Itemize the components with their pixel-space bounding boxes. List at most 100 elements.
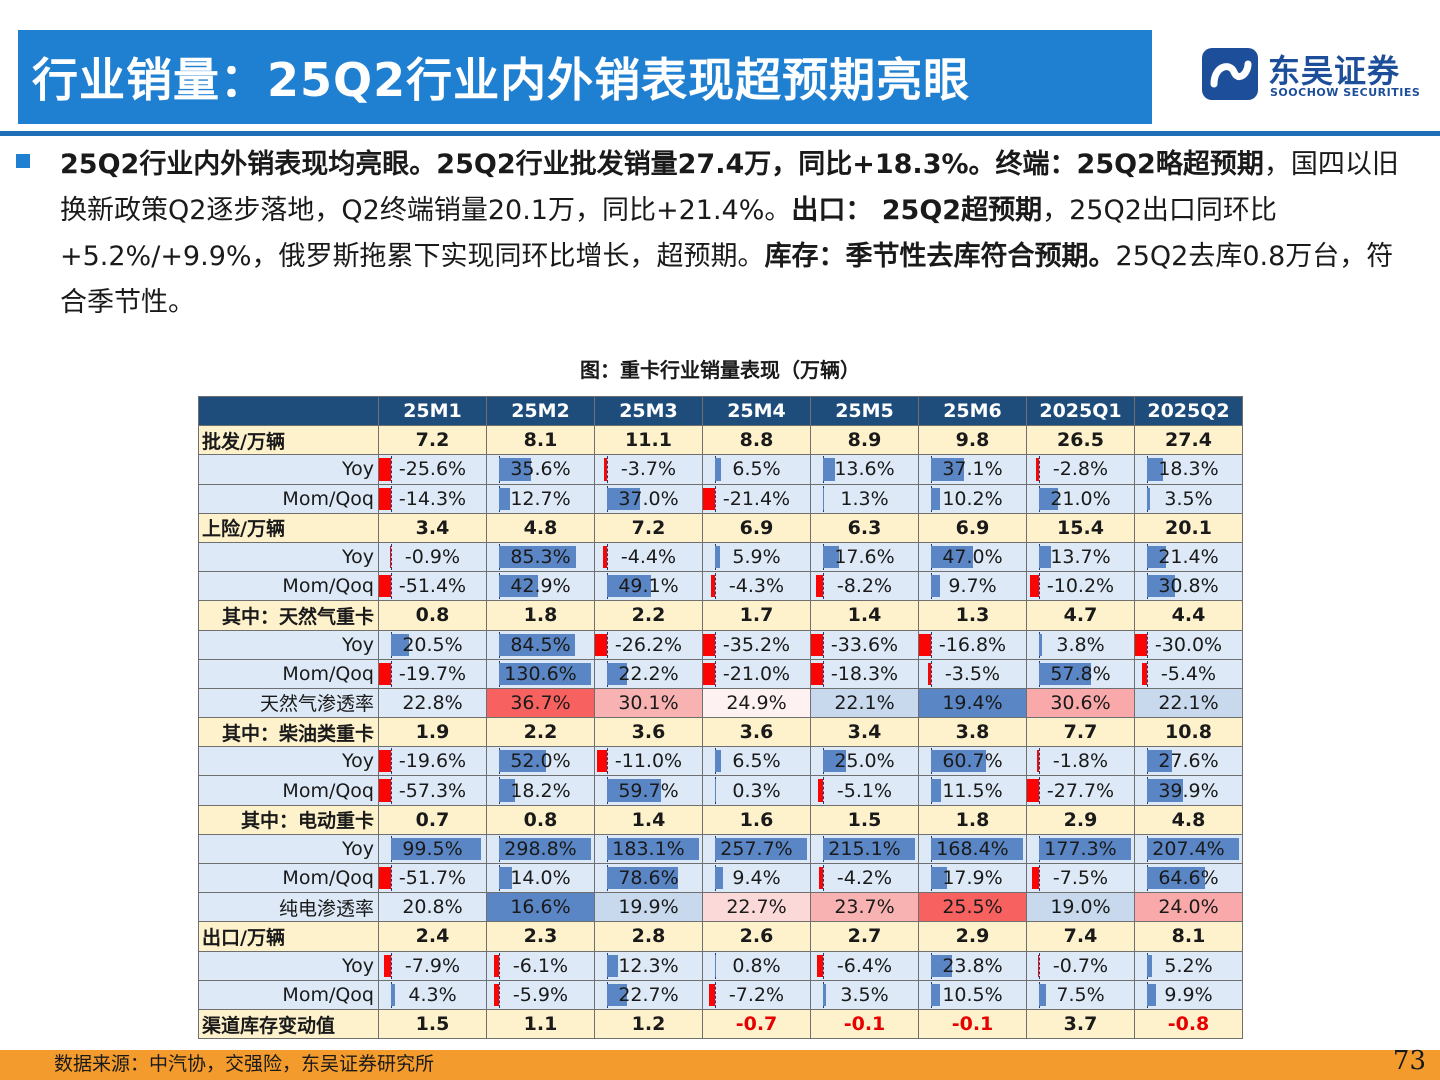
bar-value-cell: 9.9%: [1134, 979, 1243, 1010]
zero-axis-line: [1039, 573, 1040, 600]
negative-bar: [815, 575, 823, 598]
cell-value: 84.5%: [510, 633, 571, 656]
cell-value: 5.2%: [1164, 954, 1213, 977]
bar-value-cell: -16.8%: [918, 629, 1027, 660]
summary-text-4: ，25Q2出口同环比+5.2%/+9.9%，俄罗斯拖累下实现同环比增长，超预期。: [60, 195, 1277, 272]
category-value-cell: 3.7: [1026, 1008, 1135, 1040]
cell-value: -18.3%: [830, 662, 899, 685]
cell-value: 215.1%: [828, 837, 901, 860]
bar-value-cell: 52.0%: [486, 746, 595, 777]
cell-value: 7.5%: [1056, 983, 1105, 1006]
bar-value-cell: -5.1%: [810, 775, 919, 806]
positive-bar: [499, 867, 512, 890]
row-label: Mom/Qoq: [198, 658, 379, 689]
row-label: Yoy: [198, 833, 379, 865]
bar-value-cell: -7.2%: [702, 979, 811, 1010]
negative-bar: [1037, 750, 1039, 773]
table-title: 图：重卡行业销量表现（万辆）: [580, 358, 860, 382]
positive-bar: [1147, 458, 1164, 481]
row-label: Mom/Qoq: [198, 571, 379, 602]
cell-value: -7.2%: [728, 983, 785, 1006]
cell-value: 99.5%: [402, 837, 463, 860]
positive-bar: [1147, 750, 1172, 773]
positive-bar: [1147, 837, 1239, 860]
penetration-cell: 19.0%: [1026, 892, 1135, 923]
penetration-cell: 22.1%: [1134, 687, 1243, 719]
cell-value: -8.2%: [836, 575, 893, 598]
bar-value-cell: 20.5%: [378, 629, 487, 660]
bar-value-cell: -4.3%: [702, 571, 811, 602]
cell-value: 17.9%: [942, 867, 1003, 890]
cell-value: 30.8%: [1158, 575, 1219, 598]
category-value-cell: 1.6: [702, 804, 811, 835]
bar-value-cell: 23.8%: [918, 950, 1027, 981]
summary-bold-1: 25Q2行业内外销表现均亮眼。25Q2行业批发销量27.4万，同比+18.3%。…: [60, 149, 1264, 180]
cell-value: 37.0%: [618, 487, 679, 510]
cell-value: 17.6%: [834, 546, 895, 569]
row-label: 批发/万辆: [198, 425, 379, 456]
bar-value-cell: 17.9%: [918, 862, 1027, 894]
zero-axis-line: [823, 865, 824, 892]
summary-paragraph: 25Q2行业内外销表现均亮眼。25Q2行业批发销量27.4万，同比+18.3%。…: [60, 142, 1420, 326]
bar-value-cell: -6.4%: [810, 950, 919, 981]
zero-axis-line: [715, 631, 716, 658]
negative-bar: [818, 779, 823, 802]
category-value-cell: 15.4: [1026, 512, 1135, 543]
cell-value: 49.1%: [618, 575, 679, 598]
category-value-cell: 20.1: [1134, 512, 1243, 543]
table-row: Yoy -19.6% 52.0% -11.0% 6.5% 25.0% 60.7% -1.8% 2…: [198, 746, 1243, 777]
bar-value-cell: -5.9%: [486, 979, 595, 1010]
row-label: 其中：天然气重卡: [198, 600, 379, 631]
cell-value: -16.8%: [938, 633, 1007, 656]
zero-axis-line: [823, 660, 824, 687]
bar-value-cell: 27.6%: [1134, 746, 1243, 777]
category-value-cell: 2.8: [594, 921, 703, 952]
bar-value-cell: 57.8%: [1026, 658, 1135, 689]
cell-value: -21.4%: [722, 487, 791, 510]
category-value-cell: 8.1: [486, 425, 595, 456]
cell-value: 5.9%: [732, 546, 781, 569]
category-value-cell: 0.7: [378, 804, 487, 835]
bar-value-cell: 4.3%: [378, 979, 487, 1010]
bar-value-cell: 64.6%: [1134, 862, 1243, 894]
table-row: 其中：天然气重卡 0.8 1.8 2.2 1.7 1.4 1.3 4.7 4.4: [198, 600, 1243, 631]
penetration-cell: 22.1%: [810, 687, 919, 719]
bar-value-cell: -33.6%: [810, 629, 919, 660]
row-label: Mom/Qoq: [198, 483, 379, 514]
positive-bar: [931, 867, 948, 890]
cell-value: 20.5%: [402, 633, 463, 656]
zero-axis-line: [1147, 660, 1148, 687]
positive-bar: [931, 837, 1023, 860]
category-value-cell: 7.2: [378, 425, 487, 456]
category-value-cell: 1.9: [378, 717, 487, 748]
positive-bar: [607, 954, 619, 977]
positive-bar: [391, 633, 410, 656]
column-header: 2025Q2: [1134, 395, 1243, 427]
cell-value: 57.8%: [1050, 662, 1111, 685]
penetration-cell: 25.5%: [918, 892, 1027, 923]
table-row: 渠道库存变动值 1.5 1.1 1.2 -0.7 -0.1 -0.1 3.7 -0.8: [198, 1008, 1243, 1040]
zero-axis-line: [391, 660, 392, 687]
bar-value-cell: 21.4%: [1134, 541, 1243, 573]
bar-value-cell: 49.1%: [594, 571, 703, 602]
cell-value: -51.7%: [398, 867, 467, 890]
bar-value-cell: 42.9%: [486, 571, 595, 602]
bar-value-cell: 18.2%: [486, 775, 595, 806]
bar-value-cell: 257.7%: [702, 833, 811, 865]
bar-value-cell: 21.0%: [1026, 483, 1135, 514]
bar-value-cell: 298.8%: [486, 833, 595, 865]
category-value-cell: 0.8: [378, 600, 487, 631]
cell-value: 12.7%: [510, 487, 571, 510]
bar-value-cell: 215.1%: [810, 833, 919, 865]
cell-value: 1.3%: [840, 487, 889, 510]
bar-value-cell: -21.4%: [702, 483, 811, 514]
cell-value: -2.8%: [1052, 458, 1109, 481]
bar-value-cell: 18.3%: [1134, 454, 1243, 485]
category-value-cell: 7.7: [1026, 717, 1135, 748]
zero-axis-line: [499, 952, 500, 979]
row-label: 出口/万辆: [198, 921, 379, 952]
negative-bar: [597, 750, 607, 773]
positive-bar: [823, 837, 915, 860]
positive-bar: [1039, 487, 1058, 510]
cell-value: 22.7%: [618, 983, 679, 1006]
